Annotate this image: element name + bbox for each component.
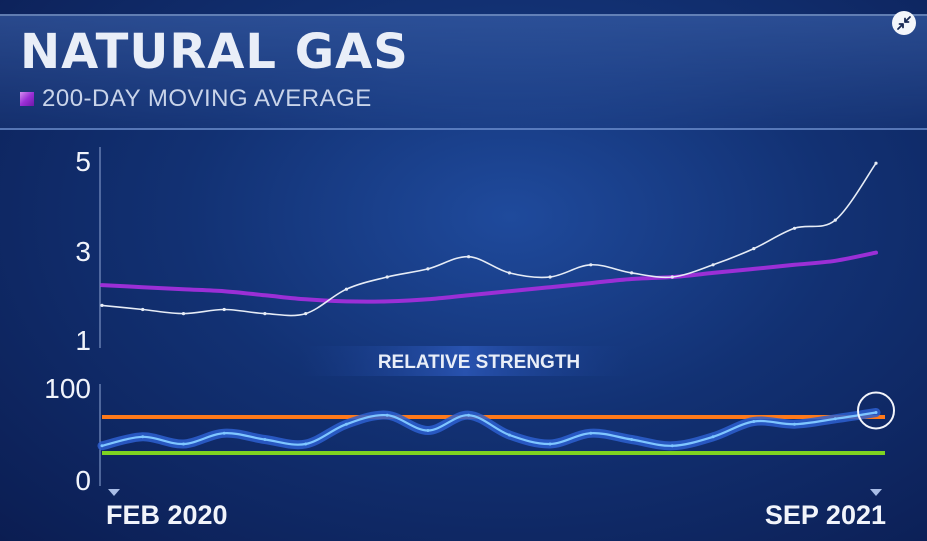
relative-strength-band [300, 346, 630, 376]
price-point [833, 218, 837, 222]
x-axis-start-marker [108, 489, 120, 496]
collapse-arrows-icon [897, 16, 911, 30]
price-point [630, 271, 634, 275]
rsi-point [670, 444, 674, 448]
collapse-button[interactable] [892, 11, 916, 35]
price-point [792, 226, 797, 230]
price-point [344, 287, 348, 291]
rsi-point [222, 431, 226, 435]
price-point [548, 275, 552, 279]
rsi-y-ticks: 100 0 [44, 373, 91, 496]
x-axis-end-label: SEP 2021 [765, 500, 886, 530]
price-point [304, 312, 308, 316]
relative-strength-title: RELATIVE STRENGTH [378, 352, 580, 373]
series-moving-average [100, 250, 878, 304]
price-point [589, 263, 593, 267]
highlight-circle [857, 391, 895, 430]
rsi-point [344, 422, 348, 426]
rsi-point [711, 435, 715, 439]
price-tick-label: 1 [75, 325, 91, 356]
rsi-point [100, 444, 104, 448]
price-point [263, 312, 267, 316]
price-tick-label: 3 [75, 236, 91, 267]
rsi-point [141, 435, 145, 439]
rsi-point [874, 411, 878, 414]
price-point [467, 255, 471, 259]
rsi-point [426, 429, 430, 432]
price-point [141, 307, 145, 312]
rsi-point [507, 433, 511, 437]
plot-layer [97, 161, 895, 455]
price-point [100, 303, 104, 307]
rsi-point [793, 422, 796, 426]
rsi-tick-label: 100 [44, 373, 91, 404]
legend: 200-DAY MOVING AVERAGE [20, 85, 372, 112]
price-point [711, 263, 715, 267]
x-axis-start-label: FEB 2020 [106, 500, 228, 530]
x-axis-end-marker [870, 489, 882, 496]
rsi-point [589, 431, 593, 435]
price-point [507, 271, 511, 275]
rsi-point [548, 442, 552, 446]
legend-swatch [20, 92, 34, 106]
price-point [385, 275, 389, 279]
rsi-point [385, 413, 389, 417]
price-tick-label: 5 [75, 146, 91, 177]
rsi-point [182, 442, 185, 446]
chart-title: NATURAL GAS [20, 24, 409, 80]
rsi-tick-label: 0 [75, 465, 91, 496]
price-point [426, 267, 430, 271]
header-band [0, 14, 927, 130]
price-y-ticks: 5 3 1 [75, 146, 91, 356]
price-point [874, 161, 878, 165]
legend-label: 200-DAY MOVING AVERAGE [42, 85, 372, 112]
rsi-point [304, 442, 308, 446]
price-point [181, 312, 186, 316]
rsi-point [752, 420, 756, 423]
rsi-point [467, 413, 471, 417]
rsi-point [630, 438, 634, 441]
rsi-point [833, 417, 837, 421]
rsi-point [263, 438, 267, 441]
price-point [670, 275, 674, 279]
series-rsi [101, 411, 877, 447]
price-point [222, 307, 226, 312]
price-point [752, 247, 756, 251]
